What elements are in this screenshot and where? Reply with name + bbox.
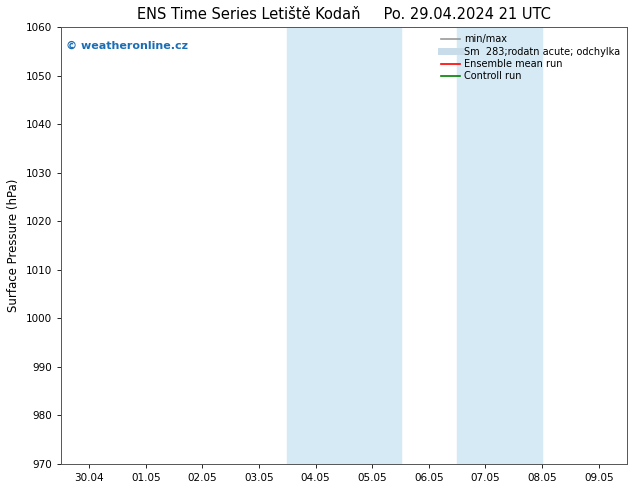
- Title: ENS Time Series Letiště Kodaň     Po. 29.04.2024 21 UTC: ENS Time Series Letiště Kodaň Po. 29.04.…: [137, 7, 551, 22]
- Y-axis label: Surface Pressure (hPa): Surface Pressure (hPa): [7, 179, 20, 312]
- Bar: [287, 27, 401, 464]
- Legend: min/max, Sm  283;rodatn acute; odchylka, Ensemble mean run, Controll run: min/max, Sm 283;rodatn acute; odchylka, …: [439, 32, 622, 83]
- Bar: [457, 27, 542, 464]
- Text: © weatheronline.cz: © weatheronline.cz: [67, 40, 188, 50]
